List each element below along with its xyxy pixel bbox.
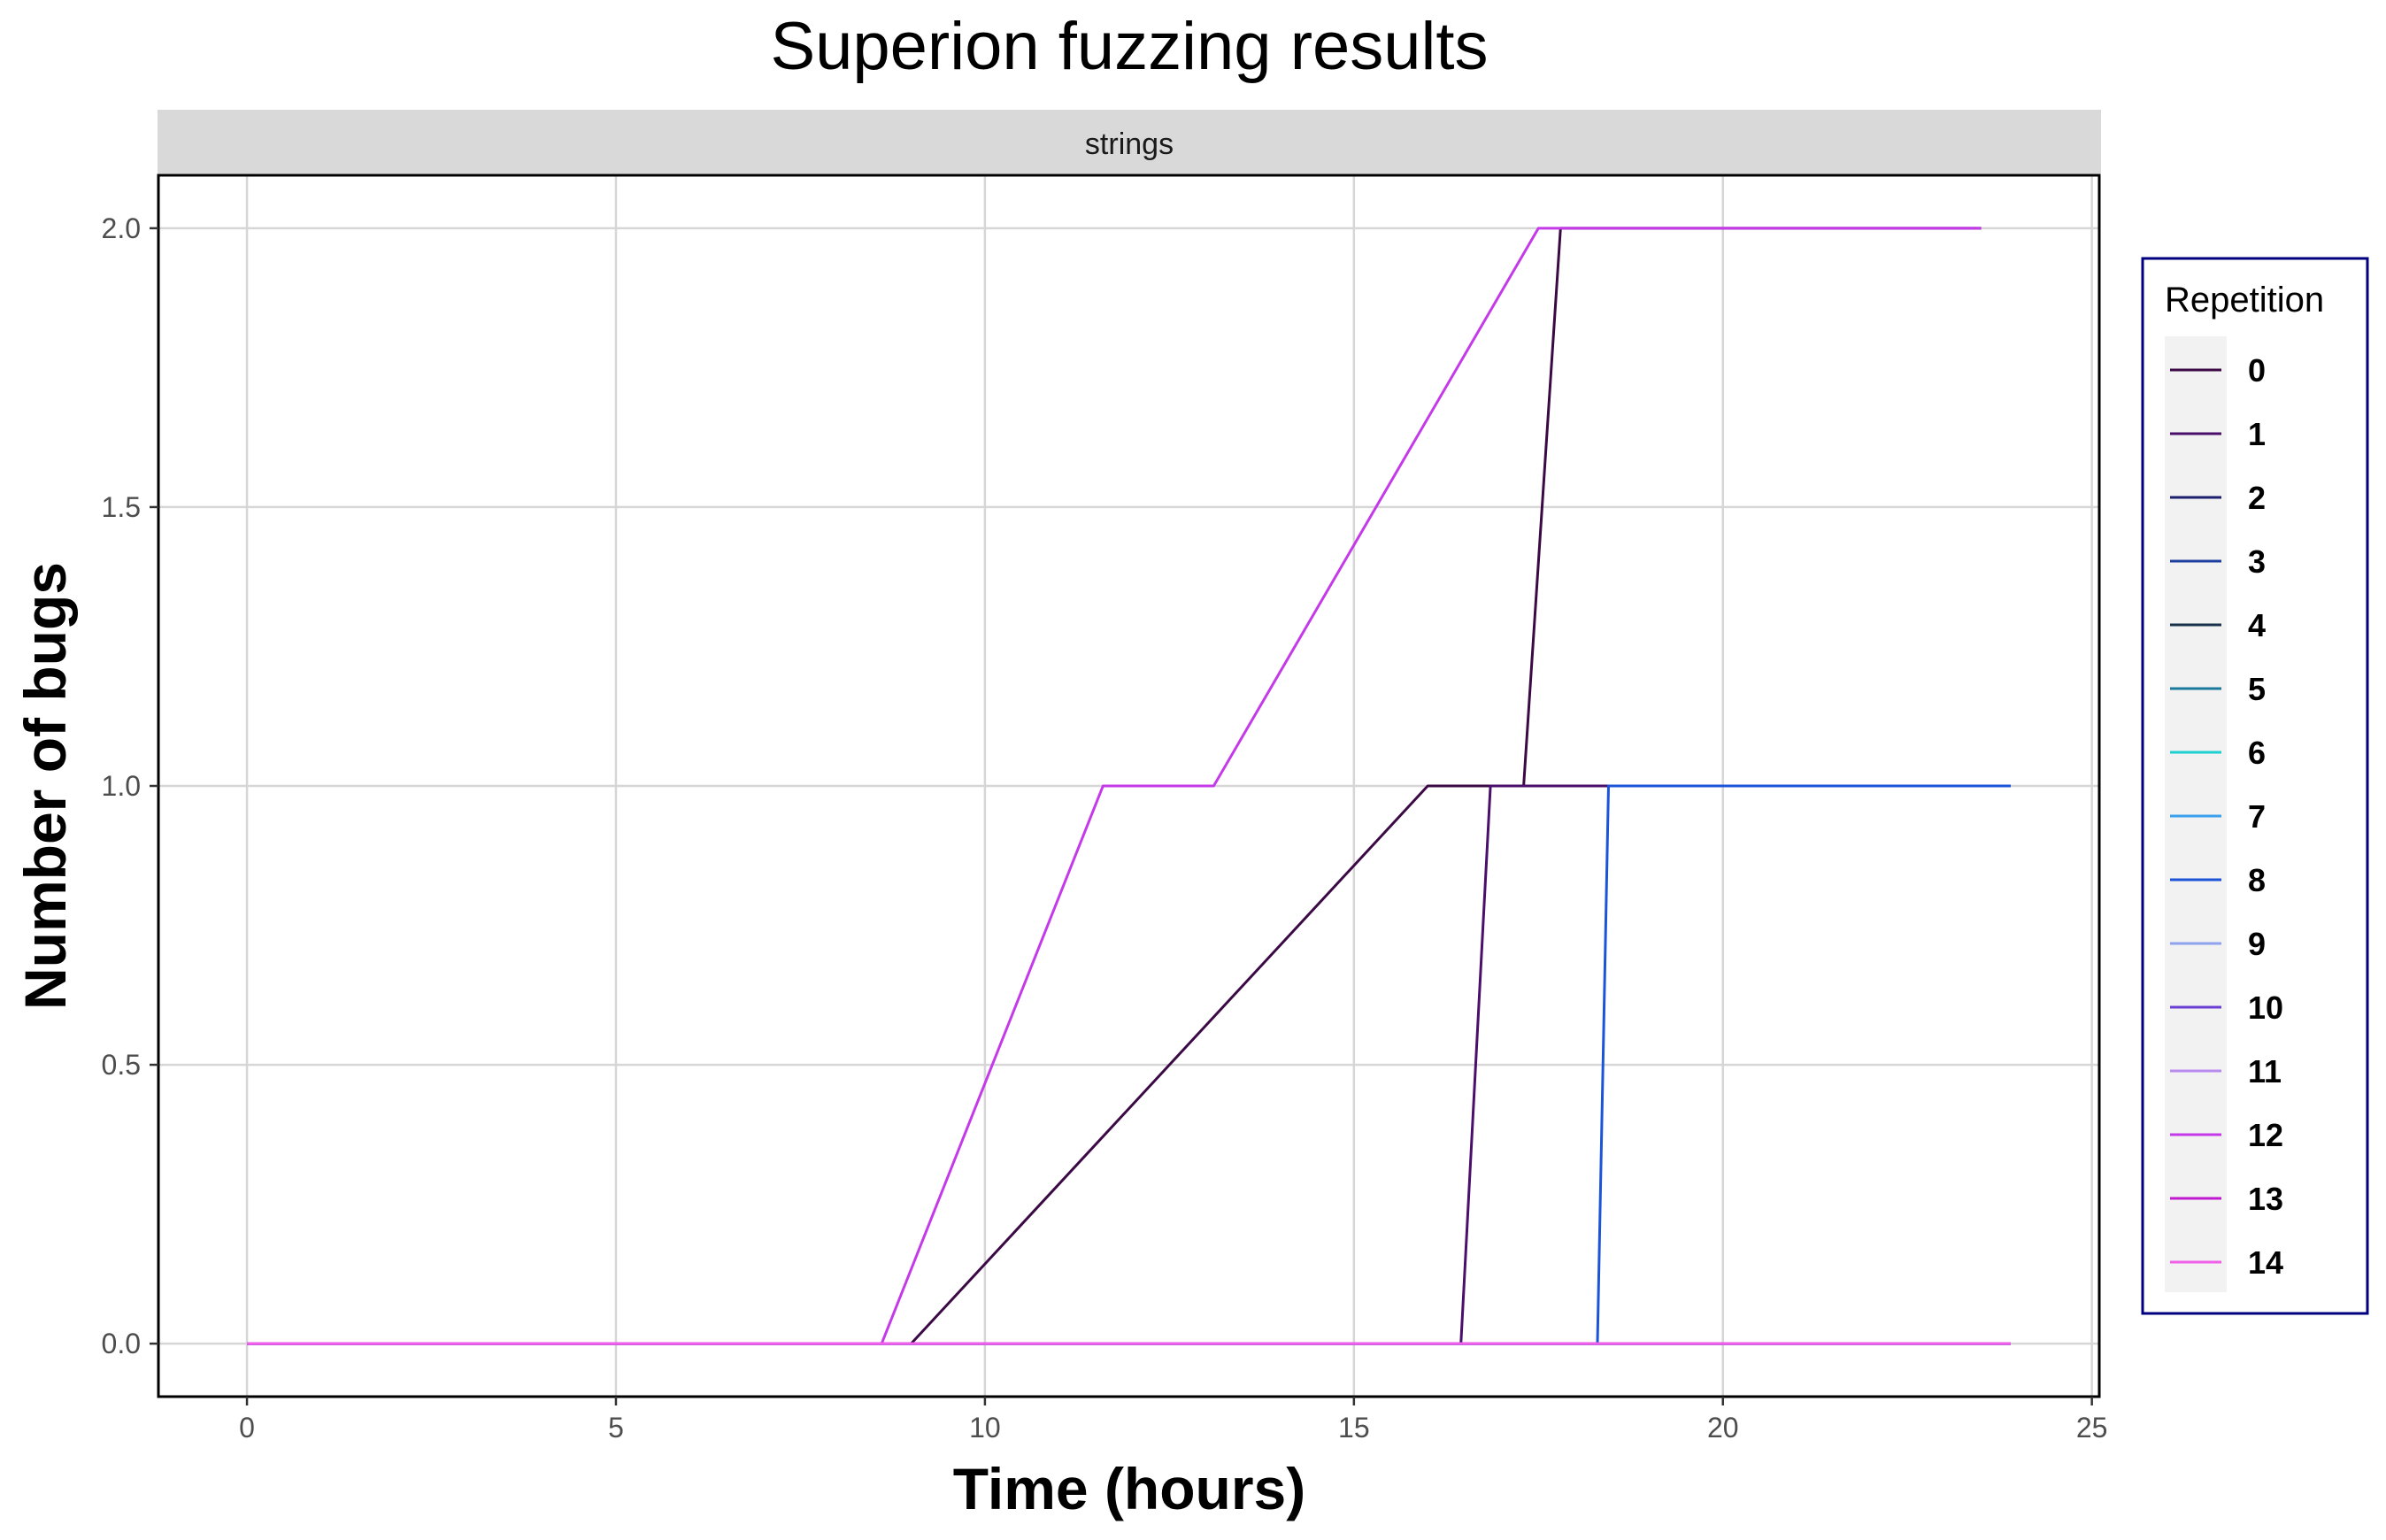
y-axis: 0.0 0.5 1.0 1.5 2.0 <box>102 212 158 1359</box>
legend-label-7: 7 <box>2248 798 2266 835</box>
x-tick-label-3: 15 <box>1338 1412 1370 1444</box>
legend-label-0: 0 <box>2248 352 2266 389</box>
legend-label-1: 1 <box>2248 416 2266 452</box>
x-tick-label-0: 0 <box>239 1412 255 1444</box>
x-tick-label-5: 25 <box>2076 1412 2108 1444</box>
y-axis-title: Number of bugs <box>12 562 78 1010</box>
legend-label-9: 9 <box>2248 926 2266 962</box>
legend-label-2: 2 <box>2248 480 2266 516</box>
legend-label-14: 14 <box>2248 1244 2283 1281</box>
x-tick-label-4: 20 <box>1707 1412 1739 1444</box>
legend-label-8: 8 <box>2248 862 2266 898</box>
legend-label-3: 3 <box>2248 543 2266 580</box>
x-axis: 0 5 10 15 20 25 <box>239 1397 2107 1444</box>
x-tick-label-1: 5 <box>608 1412 624 1444</box>
legend-label-10: 10 <box>2248 989 2283 1026</box>
legend-label-5: 5 <box>2248 671 2266 707</box>
y-tick-label-4: 2.0 <box>102 212 141 244</box>
facet-strip-label: strings <box>1085 127 1174 161</box>
legend-label-6: 6 <box>2248 735 2266 771</box>
series-lines <box>247 227 2011 1345</box>
legend-label-4: 4 <box>2248 607 2266 643</box>
x-tick-label-2: 10 <box>969 1412 1001 1444</box>
legend-title: Repetition <box>2165 281 2324 320</box>
x-axis-title: Time (hours) <box>953 1456 1305 1521</box>
legend-key-background <box>2165 336 2227 1292</box>
y-tick-label-1: 0.5 <box>102 1049 141 1081</box>
legend-label-13: 13 <box>2248 1181 2283 1217</box>
facet-strip: strings <box>158 110 2101 173</box>
facet-strip-background <box>158 110 2101 173</box>
y-tick-label-3: 1.5 <box>102 491 141 523</box>
y-tick-label-2: 1.0 <box>102 770 141 802</box>
legend-label-12: 12 <box>2248 1117 2283 1153</box>
chart-title: Superion fuzzing results <box>770 9 1488 84</box>
legend-label-11: 11 <box>2248 1053 2282 1090</box>
y-tick-label-0: 0.0 <box>102 1328 141 1359</box>
